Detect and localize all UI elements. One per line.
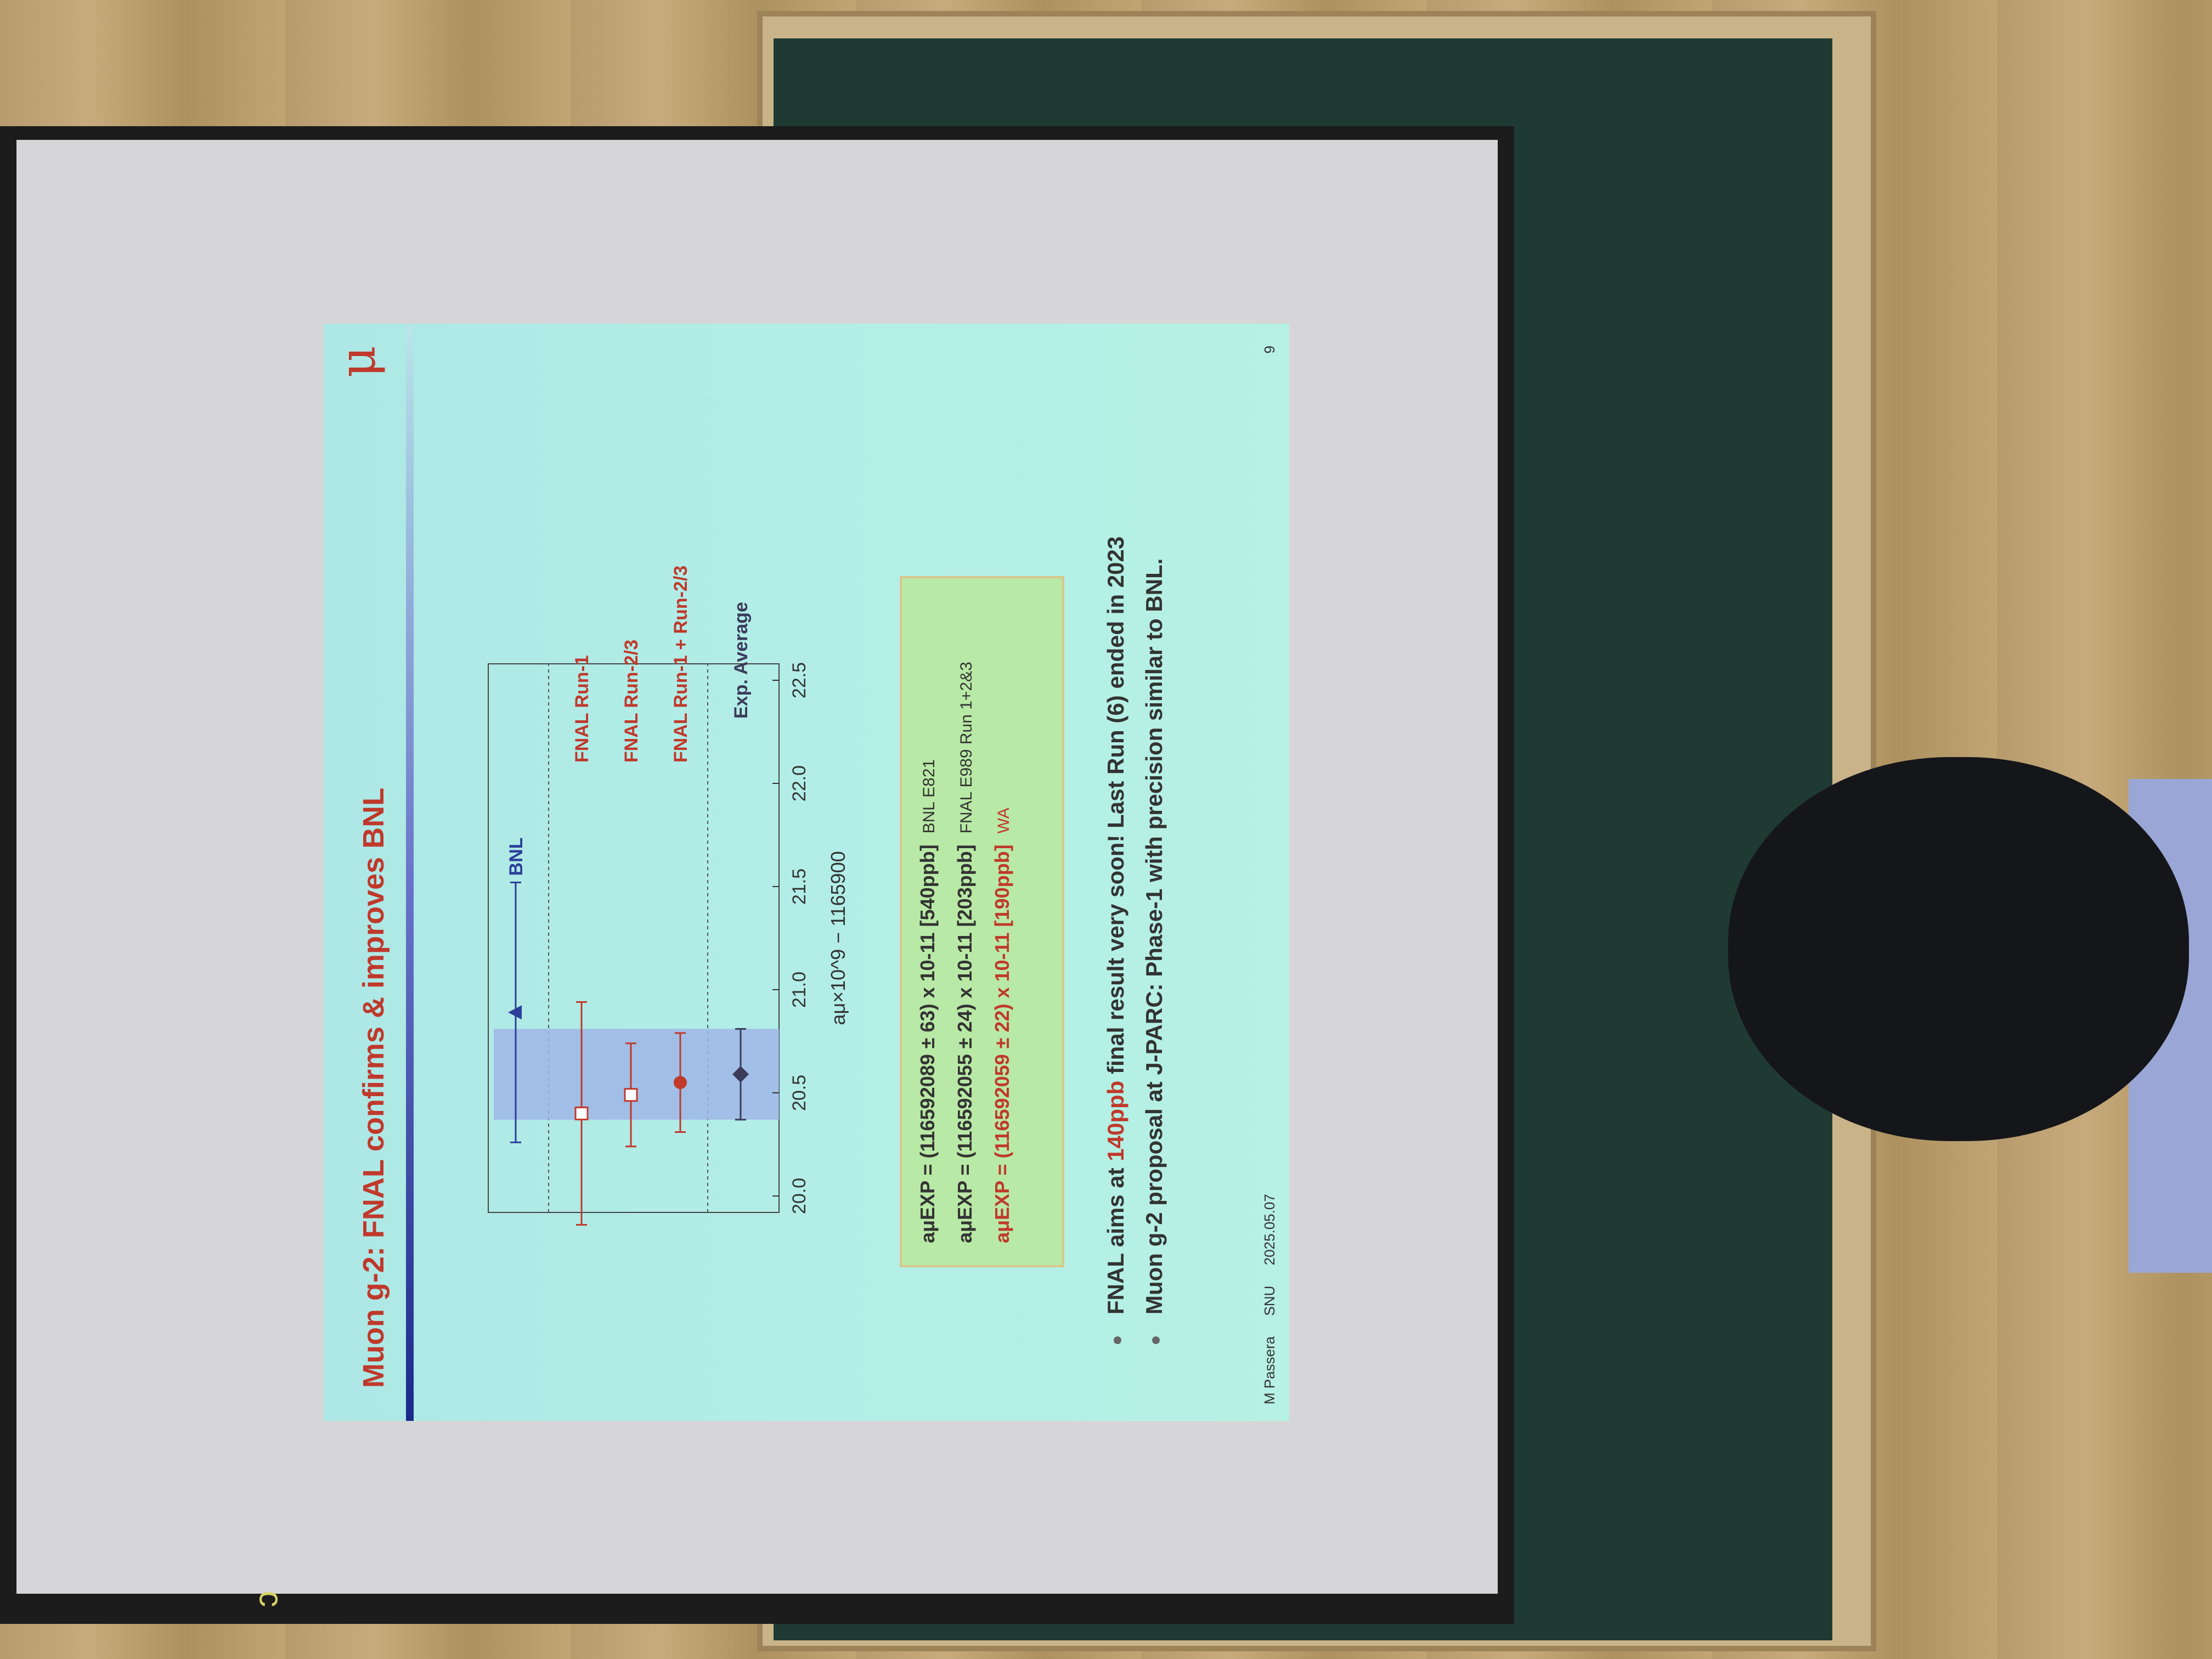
muon-g2-chart: BNL FNAL Run-1 FNAL Run-2/3 FNAL Run-1 + Ru… bbox=[488, 566, 849, 1226]
formula-wa: aμEXP = (116592059 ± 22) x 10-11 [190ppb… bbox=[991, 600, 1014, 1243]
bullet-item: Muon g-2 proposal at J-PARC: Phase-1 wit… bbox=[1141, 357, 1167, 1344]
person-head bbox=[1728, 757, 2189, 1141]
formula-text: aμEXP = (116592089 ± 63) x 10-11 [540ppb… bbox=[916, 844, 939, 1243]
series-label: FNAL Run-2/3 bbox=[621, 640, 642, 763]
formula-box: aμEXP = (116592089 ± 63) x 10-11 [540ppb… bbox=[900, 576, 1064, 1267]
bullet-text: Muon g-2 proposal at J-PARC: Phase-1 wit… bbox=[1141, 558, 1167, 1314]
slide-footer: M Passera SNU 2025.05.07 bbox=[1261, 1177, 1278, 1404]
remote-pointer-icon: ↄ bbox=[247, 1590, 285, 1607]
x-tick-label: 22.0 bbox=[789, 765, 810, 802]
data-point-circle bbox=[674, 1076, 687, 1090]
series-label: FNAL Run-1 + Run-2/3 bbox=[670, 566, 691, 763]
footer-author: M Passera bbox=[1261, 1336, 1278, 1404]
bullet-text: final result very soon! Last Run (6) end… bbox=[1103, 536, 1128, 1081]
bullet-item: FNAL aims at 140ppb final result very so… bbox=[1103, 357, 1129, 1344]
muon-logo-icon: μ bbox=[329, 346, 387, 378]
bullet-dot-icon bbox=[1152, 1336, 1160, 1344]
formula-tag: BNL E821 bbox=[920, 759, 938, 834]
formula-tag: FNAL E989 Run 1+2&3 bbox=[957, 662, 975, 834]
formula-fnal: aμEXP = (116592055 ± 24) x 10-11 [203ppb… bbox=[953, 600, 977, 1243]
formula-bnl: aμEXP = (116592089 ± 63) x 10-11 [540ppb… bbox=[916, 600, 939, 1243]
footer-venue: SNU bbox=[1261, 1285, 1278, 1316]
series-label: Exp. Average bbox=[731, 602, 752, 719]
formula-text: aμEXP = (116592055 ± 24) x 10-11 [203ppb… bbox=[953, 844, 976, 1243]
x-tick-label: 20.5 bbox=[789, 1075, 810, 1111]
data-point-square bbox=[574, 1107, 589, 1121]
bullet-text: FNAL aims at bbox=[1103, 1161, 1128, 1314]
series-label: BNL bbox=[506, 838, 527, 876]
plot-frame bbox=[488, 663, 780, 1213]
title-underline bbox=[406, 324, 414, 1421]
x-axis-label: aμ×10^9 − 1165900 bbox=[827, 851, 849, 1025]
x-tick-label: 20.0 bbox=[789, 1178, 810, 1214]
projected-slide-area: Muon g-2: FNAL confirms & improves BNL μ… bbox=[324, 324, 1289, 1421]
data-point-square bbox=[624, 1088, 638, 1102]
bullet-dot-icon bbox=[1113, 1336, 1121, 1344]
series-label: FNAL Run-1 bbox=[572, 655, 592, 763]
formula-tag: WA bbox=[995, 808, 1013, 834]
x-tick-label: 21.0 bbox=[789, 972, 810, 1008]
page-number: 9 bbox=[1261, 346, 1278, 354]
slide: Muon g-2: FNAL confirms & improves BNL μ… bbox=[324, 324, 1289, 1421]
x-tick-label: 21.5 bbox=[789, 868, 810, 905]
x-tick-label: 22.5 bbox=[789, 662, 810, 698]
slide-title: Muon g-2: FNAL confirms & improves BNL bbox=[357, 787, 390, 1388]
average-band bbox=[494, 1029, 779, 1120]
bullet-list: FNAL aims at 140ppb final result very so… bbox=[1103, 357, 1180, 1344]
footer-date: 2025.05.07 bbox=[1261, 1194, 1278, 1266]
data-point-triangle bbox=[508, 1005, 522, 1020]
formula-text: aμEXP = (116592059 ± 22) x 10-11 [190ppb… bbox=[991, 844, 1013, 1243]
bullet-highlight: 140ppb bbox=[1103, 1080, 1128, 1161]
